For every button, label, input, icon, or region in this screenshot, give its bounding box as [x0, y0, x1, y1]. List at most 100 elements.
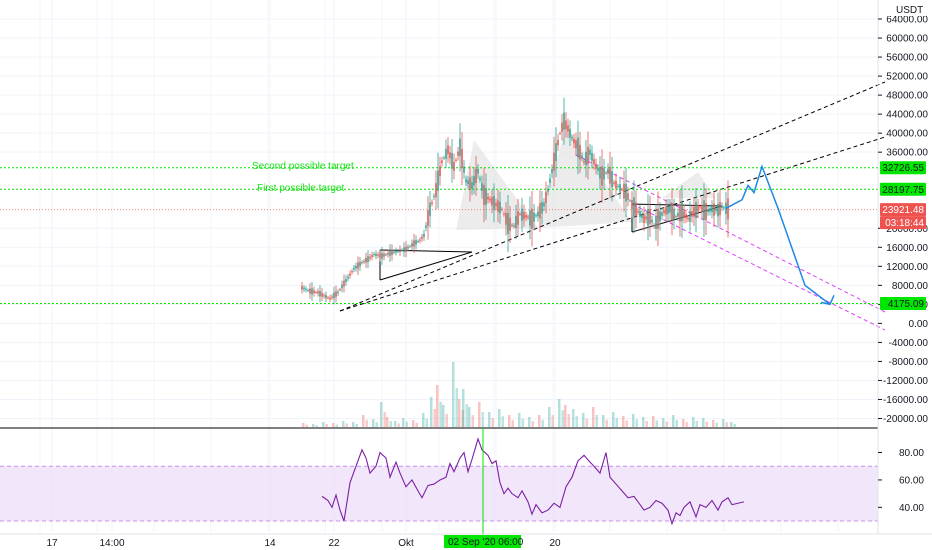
candle-body — [713, 203, 715, 216]
candle-body — [393, 251, 395, 253]
candle-body — [437, 170, 439, 191]
candle-body — [663, 210, 665, 213]
candle-body — [487, 196, 489, 200]
candle-body — [685, 214, 687, 219]
candle-body — [405, 246, 407, 252]
candle-body — [419, 239, 421, 241]
candle-body — [343, 280, 345, 287]
volume-bar — [682, 419, 685, 427]
candle-body — [533, 212, 535, 222]
volume-bar — [345, 423, 348, 427]
volume-histogram — [302, 362, 736, 427]
volume-bar — [615, 418, 618, 427]
volume-bar — [305, 424, 308, 427]
volume-bar — [655, 420, 658, 427]
volume-bar — [461, 410, 464, 427]
candle-body — [483, 185, 485, 205]
pattern-triangle-right — [538, 126, 632, 228]
candle-body — [307, 290, 309, 292]
candle-body — [317, 291, 319, 294]
candle-body — [319, 290, 321, 297]
candle-body — [417, 241, 419, 243]
axis-tick-label: 20000.00 — [886, 224, 928, 235]
volume-bar — [635, 419, 638, 427]
candle-body — [655, 215, 657, 229]
channel-upper-dashed — [575, 154, 886, 313]
volume-bar — [312, 424, 315, 427]
price-badge-target — [880, 297, 926, 311]
volume-bar — [548, 407, 551, 427]
candle-body — [617, 185, 619, 187]
crosshair-label-group: 02 Sep '20 06:00 — [444, 535, 524, 548]
candle-body — [403, 247, 405, 252]
candle-body — [687, 218, 689, 220]
triangle-top — [631, 203, 723, 207]
candle-body — [721, 205, 723, 209]
axis-tick-label: -8000.00 — [889, 357, 929, 368]
volume-bar — [415, 422, 418, 427]
channel-lower-dashed — [631, 203, 886, 331]
candle-body — [401, 249, 403, 251]
candle-body — [363, 260, 365, 262]
candle-body — [353, 267, 355, 270]
volume-bar — [572, 409, 575, 427]
volume-bar — [558, 399, 561, 427]
volume-bar — [645, 421, 648, 427]
volume-bar — [705, 421, 708, 427]
candle-body — [499, 202, 501, 214]
candle-body — [717, 203, 719, 217]
projection-arrowhead — [820, 295, 835, 306]
volume-bar — [405, 421, 408, 427]
candle-body — [511, 224, 513, 226]
axis-tick-label: 64000.00 — [886, 15, 928, 26]
candle-body — [381, 252, 383, 259]
candle-body — [395, 250, 397, 253]
rsi-line — [321, 437, 745, 526]
candle-body — [661, 212, 663, 216]
candle-body — [379, 253, 381, 258]
candle-body — [599, 166, 601, 179]
axis-tick-label: -12000.00 — [883, 376, 928, 387]
volume-bar — [672, 415, 675, 427]
volume-bar — [352, 422, 355, 427]
candle-body — [531, 208, 533, 229]
candle-body — [323, 295, 325, 297]
flag-top — [379, 249, 473, 253]
price-series — [301, 97, 729, 305]
candle-body — [373, 253, 375, 255]
candle-body — [707, 209, 709, 213]
candle-body — [407, 246, 409, 249]
candle-body — [375, 253, 377, 256]
candle-body — [667, 206, 669, 214]
candle-body — [453, 161, 455, 171]
candle-body — [415, 240, 417, 245]
candle-body — [693, 206, 695, 217]
volume-bar — [442, 405, 445, 427]
candle-body — [377, 254, 379, 256]
axis-tick-label: 16000.00 — [886, 243, 928, 254]
candle-body — [681, 202, 683, 222]
volume-bar — [332, 423, 335, 427]
volume-bar — [452, 362, 455, 427]
volume-bar — [551, 415, 554, 427]
volume-bar — [662, 418, 665, 427]
candle-body — [369, 256, 371, 259]
volume-bar — [521, 418, 524, 427]
candle-body — [551, 169, 553, 174]
time-tick-label: Okt — [398, 538, 414, 549]
candle-body — [383, 253, 385, 257]
candle-body — [515, 215, 517, 228]
axis-tick-label: -16000.00 — [883, 395, 928, 406]
volume-bar — [685, 422, 688, 427]
candle-body — [449, 152, 451, 159]
volume-bar — [445, 413, 448, 427]
rsi-axis-tick-label: 60.00 — [899, 475, 924, 486]
candle-body — [365, 257, 367, 263]
candle-body — [605, 172, 607, 174]
candle-body — [677, 212, 679, 217]
candle-body — [303, 287, 305, 290]
candle-body — [479, 178, 481, 180]
candle-body — [439, 166, 441, 177]
candle-body — [493, 195, 495, 210]
